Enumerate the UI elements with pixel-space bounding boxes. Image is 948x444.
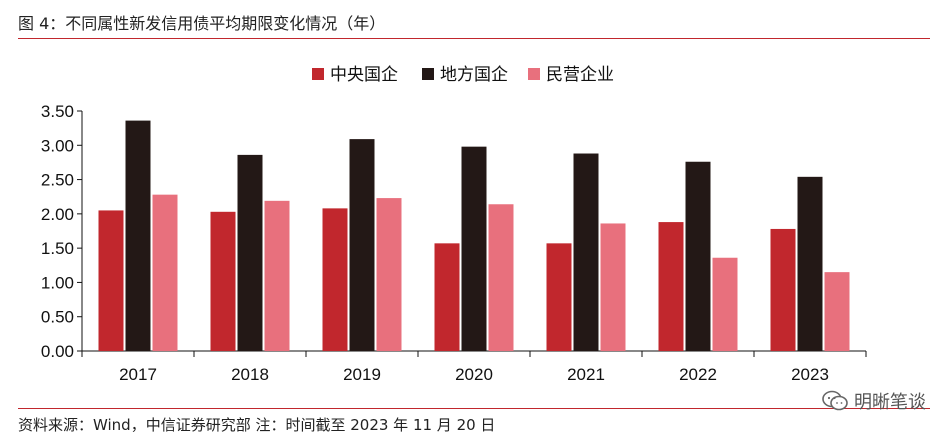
bar-2-2020	[461, 146, 487, 351]
source-note: 资料来源：Wind，中信证券研究部 注：时间截至 2023 年 11 月 20 …	[18, 416, 496, 434]
watermark-text: 明晰笔谈	[854, 392, 926, 413]
bar-1-2021	[546, 243, 572, 351]
watermark: 明晰笔谈	[822, 388, 926, 414]
bar-2-2017	[125, 120, 151, 351]
y-tick-label: 1.00	[41, 273, 74, 292]
x-tick-label: 2023	[791, 365, 829, 384]
x-tick-label: 2017	[119, 365, 157, 384]
title-rule	[18, 38, 930, 39]
y-tick-label: 3.00	[41, 136, 74, 155]
source-rule	[18, 408, 930, 409]
bar-2-2023	[797, 176, 823, 351]
bar-3-2022	[712, 257, 738, 351]
bar-3-2020	[488, 204, 514, 351]
bar-3-2021	[600, 223, 626, 351]
legend-label-1: 中央国企	[330, 65, 398, 85]
x-tick-label: 2018	[231, 365, 269, 384]
bar-3-2023	[824, 272, 850, 351]
x-tick-label: 2021	[567, 365, 605, 384]
x-tick-label: 2022	[679, 365, 717, 384]
legend-swatch-3	[528, 68, 540, 80]
bar-1-2018	[210, 211, 236, 351]
bar-3-2017	[152, 194, 178, 351]
y-tick-label: 0.00	[41, 342, 74, 361]
bar-2-2022	[685, 161, 711, 351]
legend-swatch-2	[422, 68, 434, 80]
bar-1-2017	[98, 210, 124, 351]
x-tick-label: 2020	[455, 365, 493, 384]
figure-title: 图 4：不同属性新发信用债平均期限变化情况（年）	[18, 14, 386, 33]
y-tick-label: 3.50	[41, 102, 74, 121]
legend-swatch-1	[312, 68, 324, 80]
bar-1-2019	[322, 208, 348, 351]
wechat-icon	[822, 390, 848, 411]
legend-label-2: 地方国企	[440, 65, 508, 85]
bar-3-2019	[376, 198, 402, 351]
bar-2-2019	[349, 139, 375, 351]
y-tick-label: 0.50	[41, 308, 74, 327]
y-tick-label: 2.00	[41, 205, 74, 224]
bar-3-2018	[264, 200, 290, 351]
bar-2-2021	[573, 153, 599, 351]
y-tick-label: 1.50	[41, 239, 74, 258]
legend-label-3: 民营企业	[546, 65, 614, 85]
bar-2-2018	[237, 154, 263, 351]
bar-1-2023	[770, 228, 796, 351]
bar-1-2020	[434, 243, 460, 351]
bar-1-2022	[658, 222, 684, 351]
x-tick-label: 2019	[343, 365, 381, 384]
y-tick-label: 2.50	[41, 171, 74, 190]
